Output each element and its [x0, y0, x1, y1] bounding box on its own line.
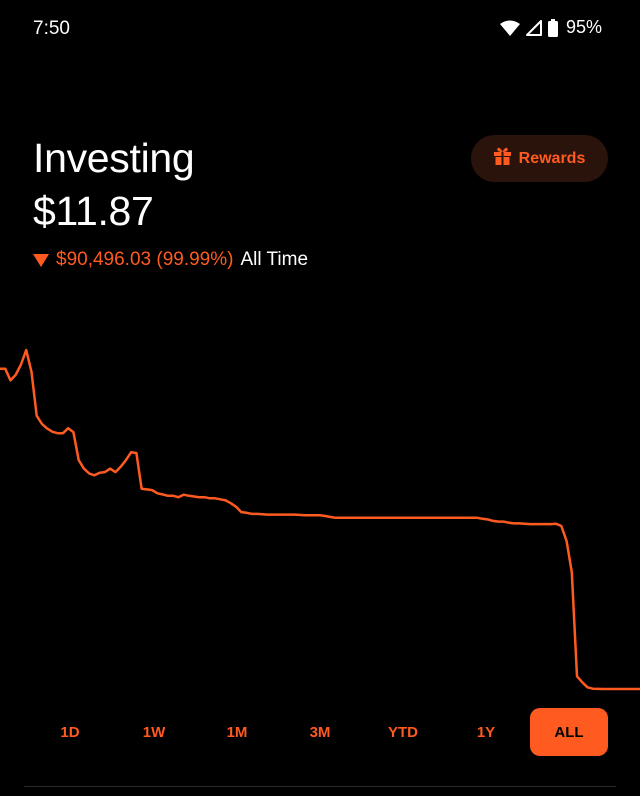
change-row: $90,496.03 (99.99%) All Time [33, 249, 308, 271]
change-value: $90,496.03 (99.99%) [56, 249, 234, 270]
status-time: 7:50 [33, 18, 70, 39]
range-tab-1y[interactable]: 1Y [476, 723, 496, 741]
signal-icon [525, 19, 542, 36]
divider [24, 786, 616, 787]
range-tab-ytd[interactable]: YTD [388, 723, 418, 741]
page-title: Investing [33, 135, 195, 181]
wifi-icon [499, 20, 520, 36]
chart-line [0, 348, 640, 691]
range-tab-1w[interactable]: 1W [142, 723, 166, 741]
range-tab-1d[interactable]: 1D [60, 723, 80, 741]
portfolio-chart[interactable] [0, 300, 640, 700]
gift-icon [493, 147, 511, 170]
battery-icon [547, 18, 558, 37]
down-arrow-icon [33, 254, 49, 267]
range-tab-1m[interactable]: 1M [226, 723, 248, 741]
status-bar: 7:50 95% [0, 0, 640, 58]
battery-percent: 95% [565, 17, 602, 37]
range-tab-all[interactable]: ALL [530, 708, 608, 756]
rewards-label: Rewards [518, 149, 586, 167]
change-period: All Time [240, 249, 309, 270]
rewards-button[interactable]: Rewards [471, 135, 608, 182]
time-range-selector: 1D 1W 1M 3M YTD 1Y ALL [0, 708, 640, 756]
portfolio-value: $11.87 [33, 188, 154, 234]
status-icons: 95% [499, 17, 602, 38]
range-tab-3m[interactable]: 3M [309, 723, 331, 741]
